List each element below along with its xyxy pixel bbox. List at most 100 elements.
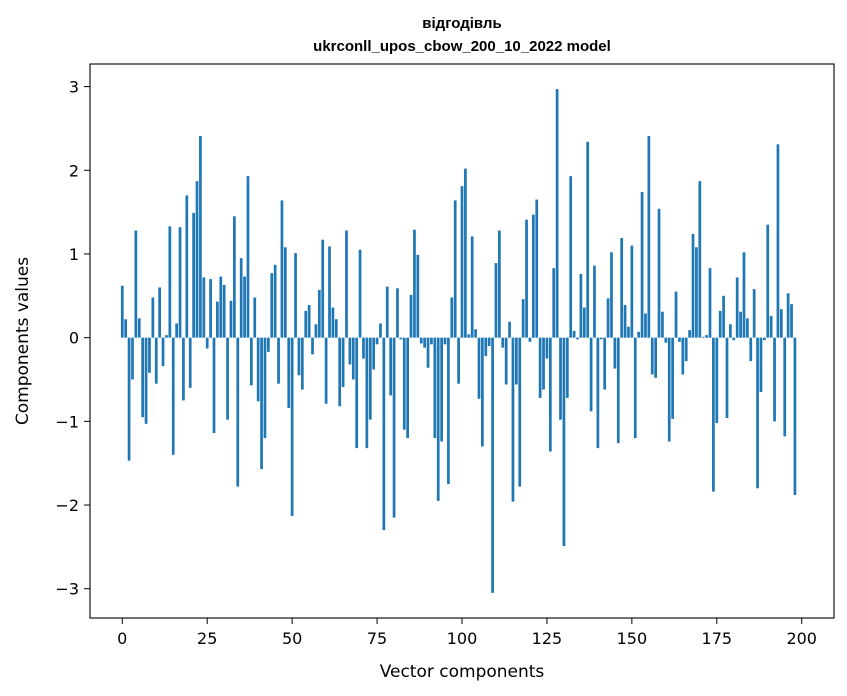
bar [603,337,607,390]
bar [467,334,471,338]
bar [773,337,776,422]
bar [209,279,212,338]
bar [650,337,654,375]
bar [579,274,583,338]
y-tick-label: −1 [55,412,79,431]
bar [120,285,124,338]
bar [759,337,763,393]
bar [182,337,185,401]
bar [657,208,661,338]
bar [569,176,573,338]
y-axis: −3 −2 −1 0 1 2 3 [55,78,90,599]
bar [331,307,335,338]
bar [178,227,182,338]
bar [144,337,148,424]
bar [195,181,199,338]
bar [348,337,352,365]
bar [722,295,725,338]
bar [443,337,447,345]
bar [267,337,270,352]
bar [324,337,328,404]
bar [283,247,287,338]
y-tick-label: −2 [55,496,79,515]
bar [154,337,158,384]
bar [423,337,426,348]
chart-title: відгодівль [422,15,501,32]
bar [701,336,705,338]
bar [396,288,399,338]
bar [253,297,257,338]
bar [185,195,189,338]
bar [565,337,569,398]
bar [644,313,647,338]
bar [620,238,624,338]
bar [402,337,406,430]
bar [712,337,715,492]
x-tick-label: 150 [617,629,648,648]
bar [205,337,209,349]
bar [124,319,128,338]
bar [419,337,423,344]
bar [317,289,321,338]
bar [236,337,240,487]
bar [739,311,742,338]
x-tick-label: 0 [117,629,127,648]
bar [613,337,617,369]
bar [131,337,134,380]
bar [212,337,216,434]
bar [362,337,365,359]
bar [229,300,233,338]
bar [219,276,223,338]
bar [654,337,657,378]
bar [491,337,494,593]
bar [141,337,145,418]
bar [216,301,219,338]
bar [430,337,433,345]
bar [457,337,460,384]
bar [640,192,644,338]
bar [633,337,637,439]
bar [389,337,393,396]
bar [260,337,263,470]
bar [715,337,719,424]
bar [508,321,511,338]
bar [450,297,454,338]
bar [769,315,773,338]
bar [311,337,314,355]
bar [171,337,175,455]
bar [582,307,586,338]
bar [470,236,474,338]
bar [504,337,508,385]
bar [749,337,753,362]
bars-group [120,89,797,593]
bar [433,337,437,439]
bar [484,337,488,357]
bar [671,337,674,419]
x-tick-label: 175 [702,629,733,648]
bar [477,337,481,399]
bar [460,186,464,338]
bar [233,216,236,338]
bar [409,294,413,338]
bar [674,291,678,338]
bar [559,337,562,420]
bar [562,337,566,547]
bar [511,337,515,502]
bar [474,329,477,338]
bar [436,337,440,501]
bar [328,246,331,338]
bar [250,337,253,386]
bar [756,337,759,489]
bar [576,337,579,340]
bar [161,337,165,367]
bar [382,337,386,531]
bar [501,337,505,348]
bar [280,200,284,338]
x-tick-label: 25 [197,629,217,648]
bar [555,89,559,338]
bar [263,337,267,439]
bar [498,230,501,338]
bar [304,310,308,338]
bar [368,337,372,420]
bar [151,297,155,338]
